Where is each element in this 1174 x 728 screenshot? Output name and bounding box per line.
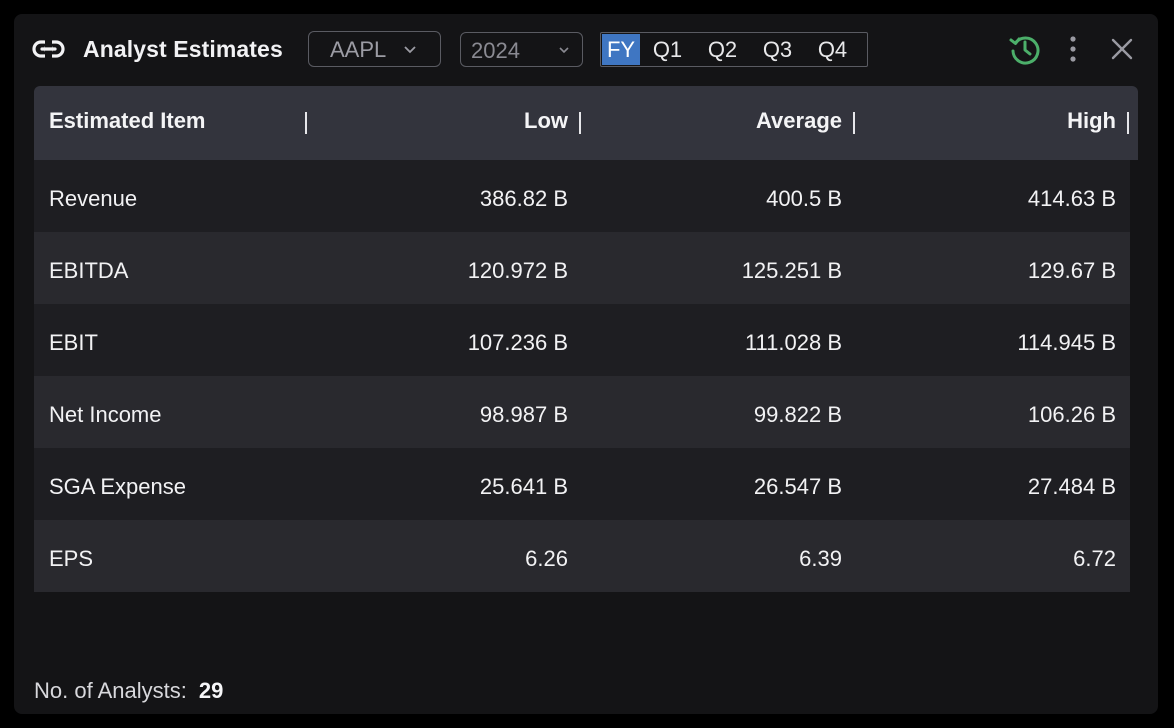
- cell-low: 120.972 B: [467, 258, 568, 283]
- table-row[interactable]: Revenue 386.82 B 400.5 B 414.63 B: [34, 160, 1130, 232]
- cell-high: 414.63 B: [1027, 186, 1116, 211]
- column-resize-handle[interactable]: [1127, 112, 1129, 134]
- column-header-low[interactable]: Low: [524, 108, 568, 133]
- more-vertical-icon[interactable]: [1064, 34, 1082, 64]
- panel-header: Analyst Estimates AAPL 2024 FY Q1 Q2 Q3 …: [14, 14, 1158, 86]
- ticker-value: AAPL: [330, 37, 387, 62]
- analyst-count-label: No. of Analysts:: [34, 678, 187, 703]
- link-icon[interactable]: [32, 36, 68, 64]
- cell-item: EBIT: [49, 330, 98, 355]
- cell-item: Revenue: [49, 186, 138, 211]
- column-header-average[interactable]: Average: [755, 108, 842, 133]
- column-header-item[interactable]: Estimated Item: [49, 108, 206, 133]
- cell-average: 400.5 B: [766, 186, 842, 211]
- period-q2[interactable]: Q2: [707, 36, 738, 62]
- period-q4[interactable]: Q4: [817, 36, 848, 62]
- year-value: 2024: [471, 38, 520, 63]
- cell-average: 26.547 B: [753, 474, 842, 499]
- analyst-count: No. of Analysts: 29: [34, 678, 223, 704]
- cell-average: 111.028 B: [744, 330, 842, 355]
- analyst-count-value: 29: [198, 678, 224, 703]
- cell-high: 106.26 B: [1027, 402, 1116, 427]
- cell-item: SGA Expense: [49, 474, 186, 499]
- cell-low: 25.641 B: [479, 474, 568, 499]
- chevron-down-icon: [404, 46, 416, 54]
- close-icon[interactable]: [1110, 37, 1134, 61]
- table-row[interactable]: Net Income 98.987 B 99.822 B 106.26 B: [34, 376, 1130, 448]
- column-header-high[interactable]: High: [1067, 108, 1116, 133]
- panel-title: Analyst Estimates: [83, 36, 283, 62]
- cell-low: 107.236 B: [467, 330, 568, 355]
- column-resize-handle[interactable]: [579, 112, 581, 134]
- year-select[interactable]: 2024: [460, 32, 583, 67]
- cell-average: 99.822 B: [753, 402, 842, 427]
- cell-item: Net Income: [49, 402, 162, 427]
- period-q3[interactable]: Q3: [762, 36, 793, 62]
- cell-item: EBITDA: [49, 258, 129, 283]
- table-header: Estimated Item Low Average High: [34, 86, 1138, 160]
- period-q1[interactable]: Q1: [652, 36, 683, 62]
- analyst-estimates-panel: Analyst Estimates AAPL 2024 FY Q1 Q2 Q3 …: [14, 14, 1158, 714]
- chevron-down-icon: [559, 47, 569, 54]
- table-row[interactable]: EBIT 107.236 B 111.028 B 114.945 B: [34, 304, 1130, 376]
- cell-average: 125.251 B: [741, 258, 842, 283]
- cell-low: 386.82 B: [479, 186, 568, 211]
- cell-low: 6.26: [525, 546, 568, 571]
- column-resize-handle[interactable]: [305, 112, 307, 134]
- column-resize-handle[interactable]: [853, 112, 855, 134]
- period-toggle-group: FY Q1 Q2 Q3 Q4: [600, 32, 868, 67]
- cell-high: 27.484 B: [1027, 474, 1116, 499]
- cell-item: EPS: [49, 546, 94, 571]
- estimates-table: Estimated Item Low Average High Revenue …: [34, 86, 1138, 592]
- period-fy[interactable]: FY: [602, 34, 640, 65]
- cell-high: 6.72: [1073, 546, 1116, 571]
- cell-low: 98.987 B: [479, 402, 568, 427]
- cell-high: 129.67 B: [1027, 258, 1116, 283]
- cell-average: 6.39: [799, 546, 842, 571]
- ticker-select[interactable]: AAPL: [308, 31, 441, 67]
- table-row[interactable]: EBITDA 120.972 B 125.251 B 129.67 B: [34, 232, 1130, 304]
- table-row[interactable]: SGA Expense 25.641 B 26.547 B 27.484 B: [34, 448, 1130, 520]
- history-icon[interactable]: [1008, 32, 1042, 66]
- cell-high: 114.945 B: [1017, 330, 1116, 355]
- table-row[interactable]: EPS 6.26 6.39 6.72: [34, 520, 1130, 592]
